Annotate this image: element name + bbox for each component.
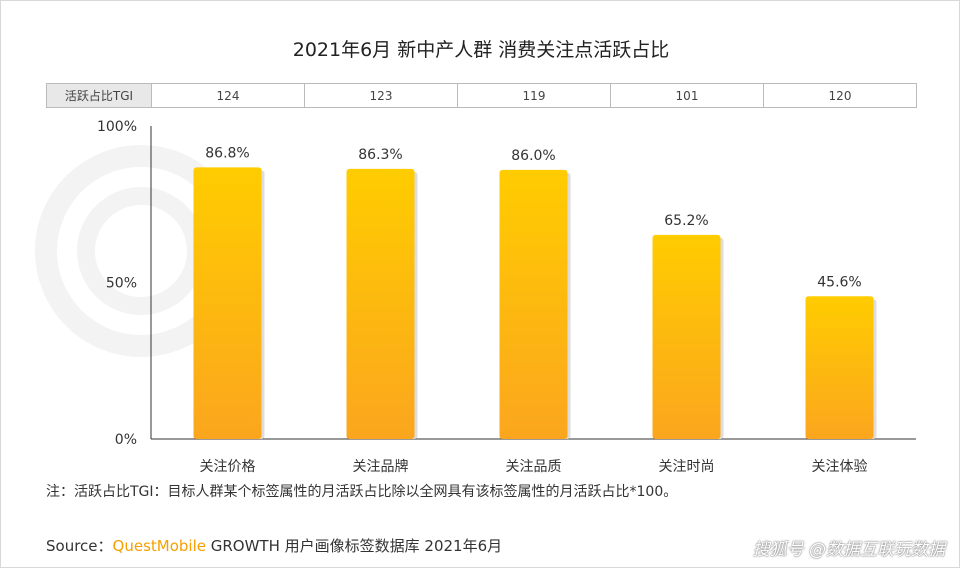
tgi-label: 活跃占比TGI xyxy=(46,83,152,108)
bar xyxy=(346,168,415,440)
tgi-row: 活跃占比TGI 124 123 119 101 120 xyxy=(46,83,917,108)
x-tick-label: 关注品质 xyxy=(506,459,562,475)
chart-title: 2021年6月 新中产人群 消费关注点活跃占比 xyxy=(292,39,670,61)
source-prefix: Source： xyxy=(46,537,113,555)
x-tick-label: 关注体验 xyxy=(812,459,868,475)
data-label: 45.6% xyxy=(817,274,861,290)
x-tick-label: 关注时尚 xyxy=(659,459,715,475)
x-tick-label: 关注品牌 xyxy=(353,458,409,475)
source-line: Source：QuestMobile GROWTH 用户画像标签数据库 2021… xyxy=(46,535,502,556)
data-label: 86.0% xyxy=(511,148,555,164)
x-tick-label: 关注价格 xyxy=(200,459,256,475)
tgi-value: 120 xyxy=(763,83,917,108)
tgi-value: 119 xyxy=(457,83,611,108)
data-label: 65.2% xyxy=(664,213,708,229)
footnote: 注：活跃占比TGI：目标人群某个标签属性的月活跃占比除以全网具有该标签属性的月活… xyxy=(46,484,678,500)
tgi-value: 101 xyxy=(610,83,764,108)
data-label: 86.8% xyxy=(205,145,249,161)
y-tick-label: 50% xyxy=(106,276,137,292)
bar xyxy=(193,167,262,440)
data-label: 86.3% xyxy=(358,147,402,163)
bar xyxy=(805,296,874,439)
source-brand: QuestMobile xyxy=(112,537,206,555)
y-tick-label: 100% xyxy=(97,119,137,135)
watermark: 搜狐号 @数据互联玩数据 xyxy=(752,540,945,560)
tgi-table: 活跃占比TGI 124 123 119 101 120 xyxy=(46,83,917,108)
y-tick-label: 0% xyxy=(115,432,137,448)
bar xyxy=(652,234,721,439)
tgi-value: 123 xyxy=(304,83,458,108)
source-text: GROWTH 用户画像标签数据库 2021年6月 xyxy=(205,537,503,555)
bar xyxy=(499,169,568,439)
